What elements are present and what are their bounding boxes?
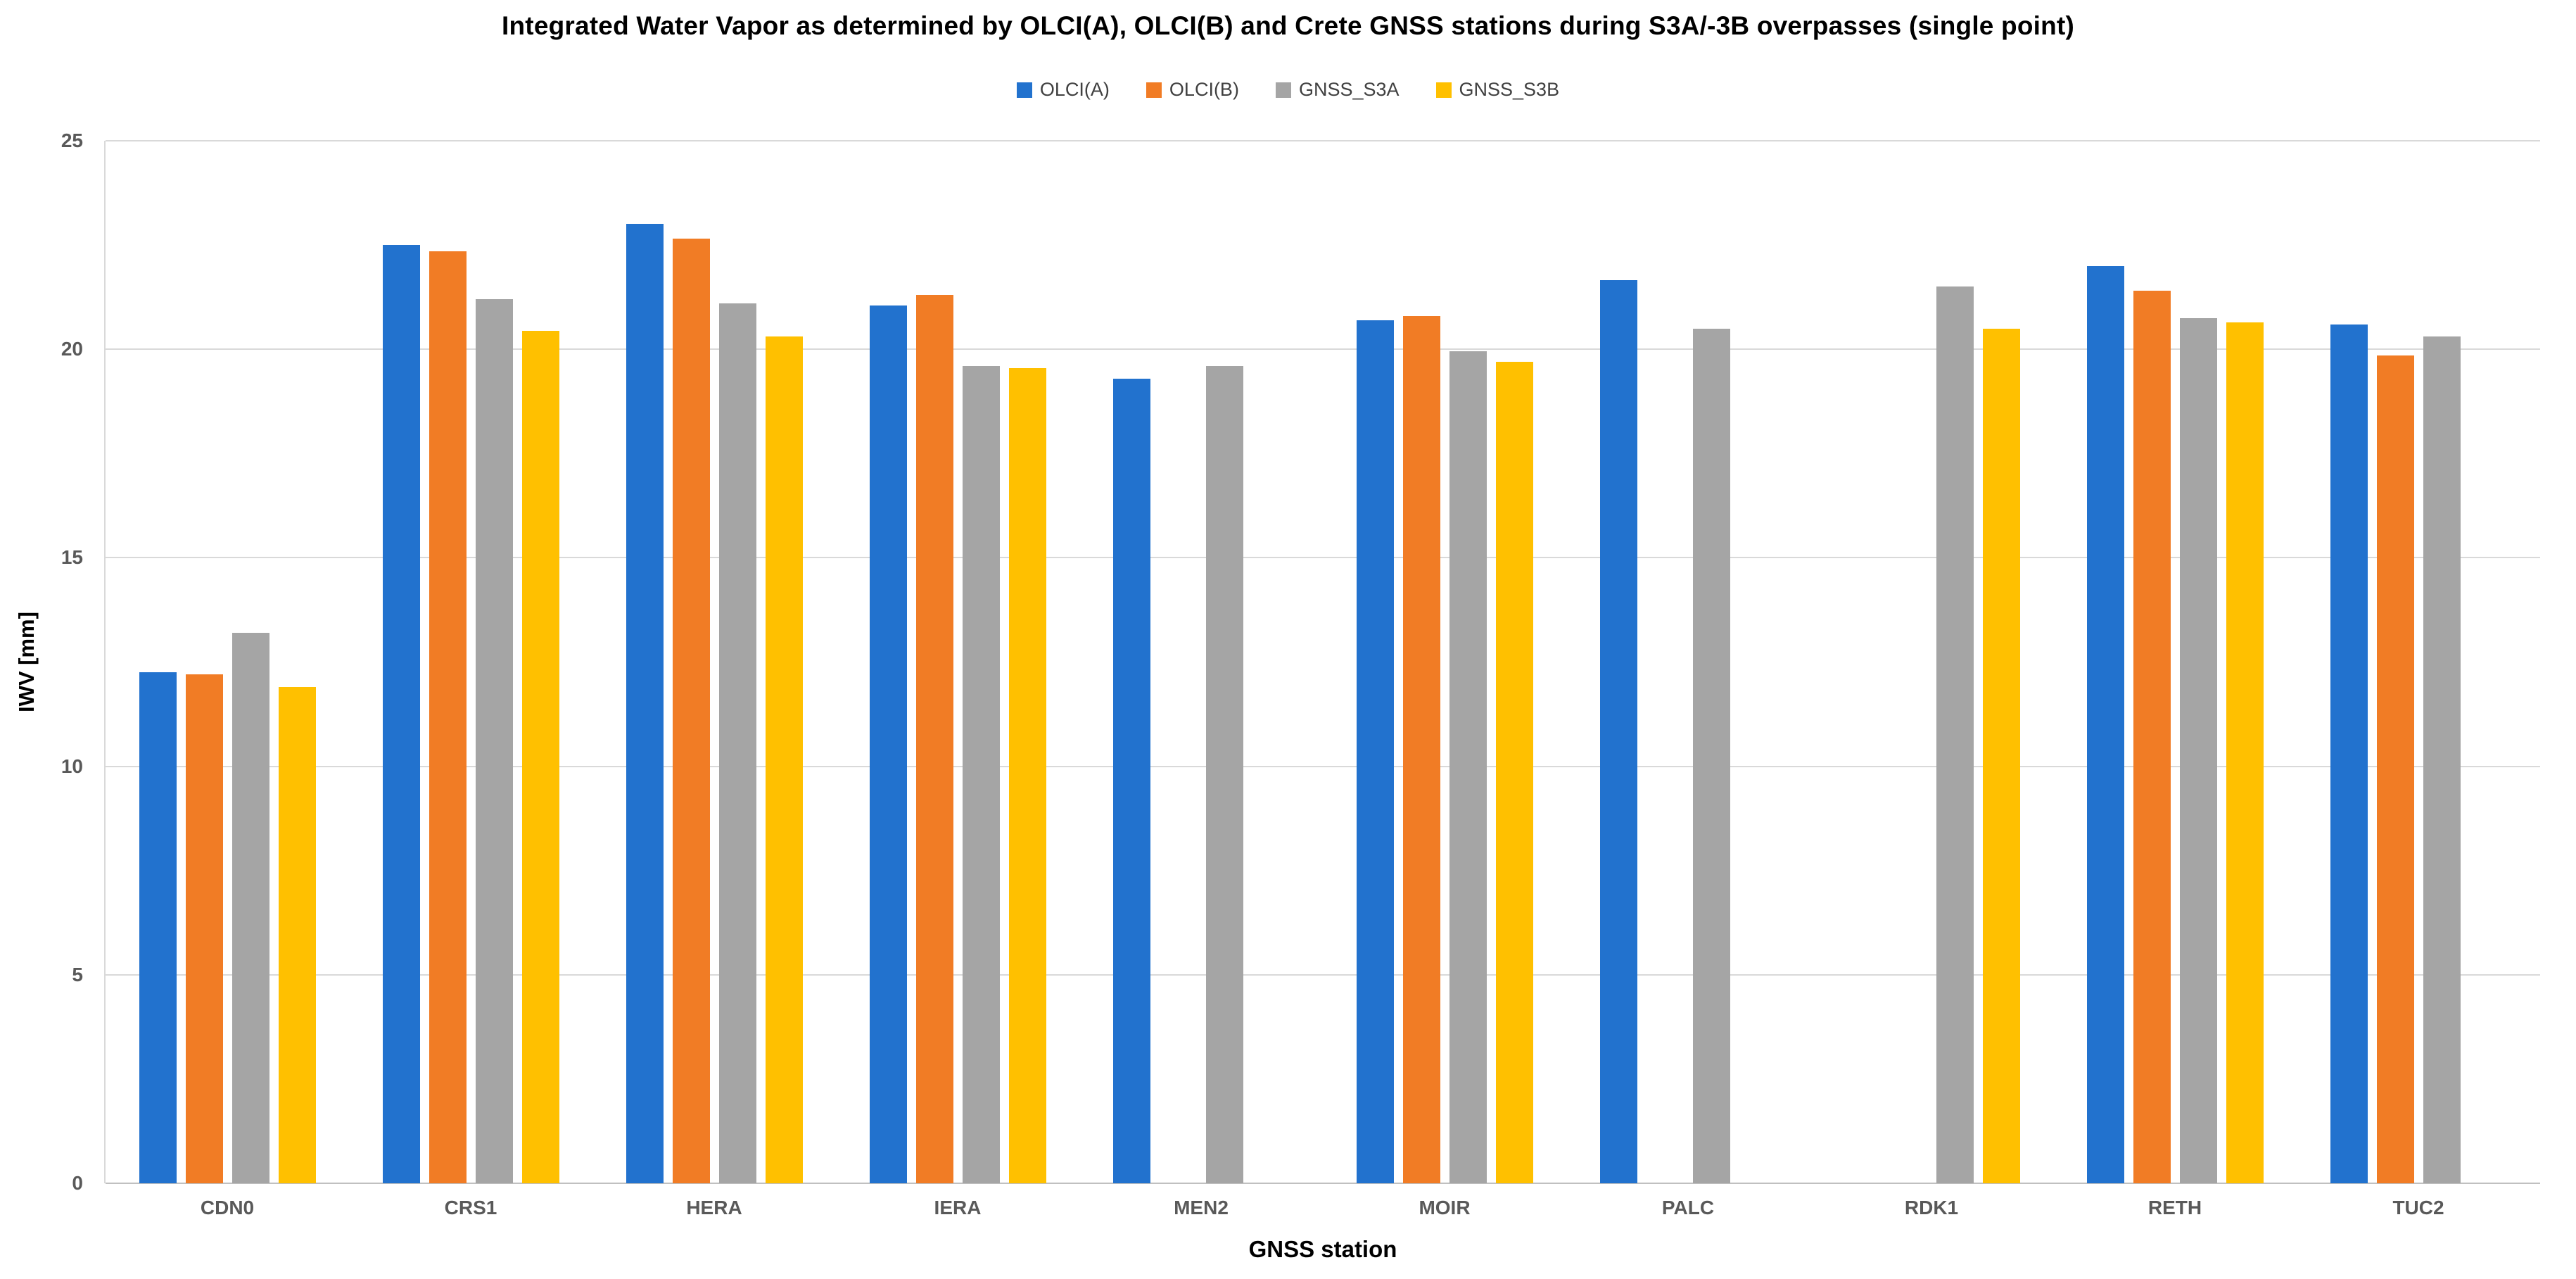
bar-OLCI(A)-MOIR [1356,320,1394,1183]
bar-GNSS_S3B-IERA [1008,367,1046,1183]
y-tick-label: 0 [72,1172,83,1194]
x-tick-label: MEN2 [1174,1197,1229,1218]
y-tick-label: 20 [61,338,83,360]
bar-GNSS_S3A-CRS1 [475,299,513,1183]
x-tick-label: RETH [2147,1197,2202,1218]
x-tick-label: IERA [934,1197,982,1218]
y-tick-label: 5 [72,963,83,985]
x-tick-label: CRS1 [444,1197,497,1218]
x-tick-label: TUC2 [2392,1197,2444,1218]
gridline [106,140,2540,141]
bar-OLCI(A)-HERA [626,224,664,1183]
bar-GNSS_S3A-MEN2 [1205,365,1243,1183]
bar-OLCI(A)-TUC2 [2330,324,2368,1183]
bar-GNSS_S3B-CRS1 [521,330,559,1183]
gridline [106,557,2540,559]
bar-OLCI(A)-PALC [1599,280,1637,1183]
legend-item-olci-a-: OLCI(A) [1016,79,1110,101]
legend-swatch-icon [1275,82,1291,98]
y-tick-label: 10 [61,755,83,777]
bar-OLCI(B)-MOIR [1402,315,1440,1183]
legend-swatch-icon [1435,82,1452,98]
bar-GNSS_S3A-PALC [1692,328,1730,1183]
bar-OLCI(B)-CRS1 [429,251,467,1183]
plot-area [106,140,2540,1184]
legend-label: GNSS_S3A [1298,79,1400,100]
bar-GNSS_S3B-RDK1 [1982,328,2020,1183]
x-tick-label: CDN0 [200,1197,255,1218]
gridline [106,974,2540,976]
bar-GNSS_S3B-RETH [2226,322,2264,1183]
bar-GNSS_S3A-IERA [962,365,1000,1183]
bar-OLCI(B)-CDN0 [185,674,223,1183]
chart-title: Integrated Water Vapor as determined by … [502,11,2074,40]
bar-GNSS_S3B-HERA [765,336,803,1183]
bar-OLCI(A)-RETH [2086,265,2124,1183]
bar-GNSS_S3B-MOIR [1495,361,1533,1183]
bar-GNSS_S3A-RDK1 [1936,286,1974,1183]
x-tick-label: RDK1 [1904,1197,1959,1218]
bar-OLCI(B)-TUC2 [2376,355,2414,1183]
bar-OLCI(A)-MEN2 [1112,378,1150,1183]
y-axis-title: IWV [mm] [14,612,39,712]
bar-OLCI(B)-RETH [2133,291,2171,1183]
x-tick-label: PALC [1661,1197,1715,1218]
bar-OLCI(A)-CRS1 [382,245,420,1183]
bar-GNSS_S3A-RETH [2179,317,2217,1183]
bar-OLCI(A)-IERA [869,305,907,1183]
y-axis-line [104,141,106,1183]
legend-swatch-icon [1146,82,1162,98]
legend-item-gnss-s3b: GNSS_S3B [1435,79,1560,101]
gridline [106,348,2540,351]
x-tick-label: MOIR [1419,1197,1471,1218]
legend-item-olci-b-: OLCI(B) [1146,79,1239,101]
bar-GNSS_S3B-CDN0 [278,687,316,1183]
legend-label: OLCI(B) [1169,79,1239,100]
legend-label: GNSS_S3B [1459,79,1560,100]
bar-GNSS_S3A-CDN0 [231,633,269,1183]
bar-OLCI(B)-IERA [915,295,953,1183]
bar-GNSS_S3A-HERA [718,303,756,1183]
bar-GNSS_S3A-MOIR [1449,351,1487,1183]
legend-swatch-icon [1016,82,1032,98]
y-tick-label: 15 [61,546,83,569]
x-tick-label: HERA [686,1197,742,1218]
x-axis-title: GNSS station [1248,1236,1397,1262]
legend-label: OLCI(A) [1039,79,1110,100]
bar-GNSS_S3A-TUC2 [2423,336,2461,1183]
bar-OLCI(B)-HERA [672,239,710,1183]
legend-item-gnss-s3a: GNSS_S3A [1275,79,1400,101]
x-axis-line [106,1183,2540,1184]
y-tick-label: 25 [61,130,83,151]
bar-OLCI(A)-CDN0 [139,672,177,1183]
legend: OLCI(A) OLCI(B) GNSS_S3A GNSS_S3B [0,79,2576,101]
gridline [106,765,2540,767]
